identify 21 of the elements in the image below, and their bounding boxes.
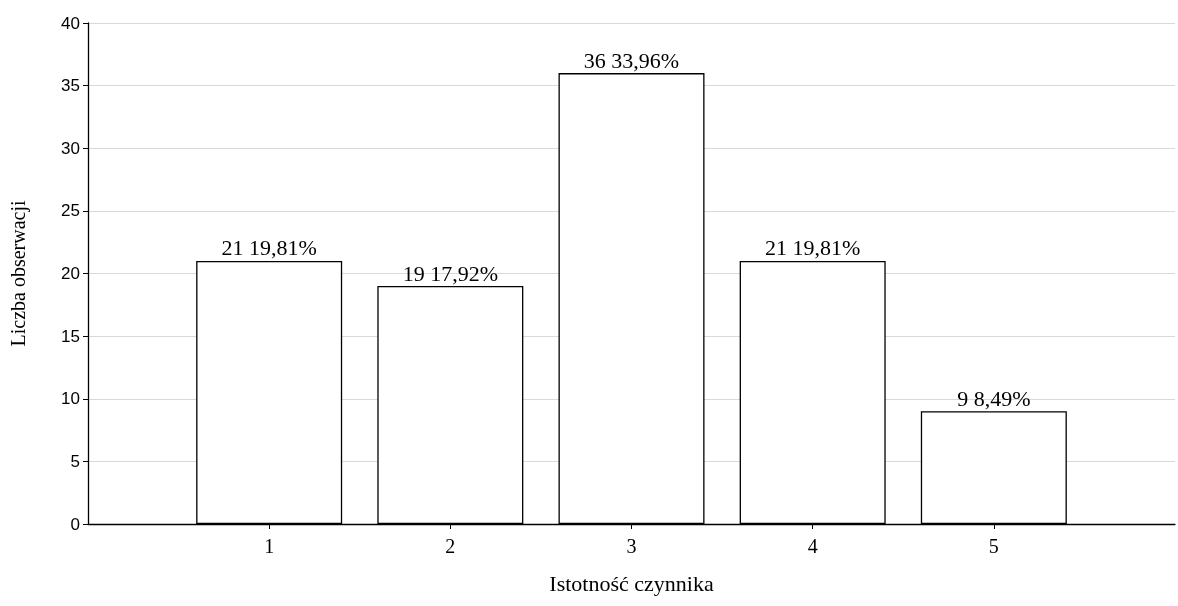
y-tick-label: 0	[70, 514, 80, 534]
data-label: 9 8,49%	[957, 385, 1031, 411]
y-tick-label: 35	[61, 76, 80, 96]
data-label: 19 17,92%	[402, 260, 498, 286]
y-tick-label: 25	[61, 201, 80, 221]
x-tick-label: 4	[807, 535, 818, 557]
y-tick-label: 20	[61, 264, 80, 283]
x-tick-label: 2	[445, 535, 456, 557]
y-tick-label: 40	[61, 13, 80, 33]
data-label: 21 19,81%	[221, 235, 317, 261]
y-tick-label: 30	[61, 138, 80, 158]
x-tick-label: 3	[626, 535, 637, 557]
y-tick-label: 15	[61, 326, 80, 346]
x-tick-label: 1	[264, 535, 275, 557]
y-tick-label: 5	[70, 451, 80, 471]
data-label: 21 19,81%	[765, 235, 861, 261]
data-label: 36 33,96%	[583, 47, 680, 73]
x-axis-title: Istotność czynnika	[549, 570, 714, 596]
y-axis-title: Liczba obserwacji	[7, 200, 30, 347]
y-tick-label: 10	[61, 389, 80, 409]
x-tick-label: 5	[988, 535, 999, 557]
